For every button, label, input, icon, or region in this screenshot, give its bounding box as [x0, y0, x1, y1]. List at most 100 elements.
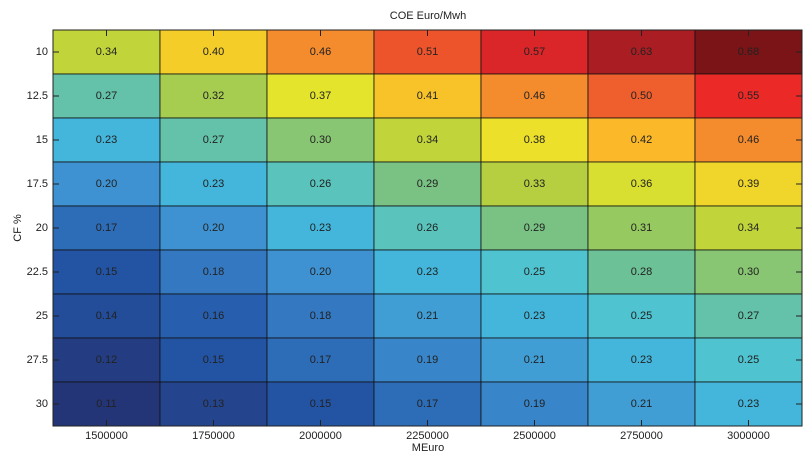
heatmap-cell: [159, 117, 268, 163]
cell-label: 0.18: [310, 310, 331, 322]
x-tick-label: 2750000: [620, 430, 663, 442]
cell-label: 0.57: [524, 46, 545, 58]
cell-label: 0.46: [310, 46, 331, 58]
heatmap-cell: [373, 29, 482, 75]
cell-label: 0.25: [631, 310, 652, 322]
heatmap-cell: [587, 337, 696, 383]
heatmap-cell: [480, 249, 589, 295]
heatmap-cell: [52, 29, 161, 75]
cell-label: 0.30: [738, 266, 759, 278]
cell-label: 0.20: [96, 178, 117, 190]
heatmap-cell: [587, 117, 696, 163]
heatmap-cell: [373, 337, 482, 383]
cell-label: 0.23: [203, 178, 224, 190]
cell-label: 0.30: [310, 134, 331, 146]
cell-label: 0.17: [417, 398, 438, 410]
heatmap-cell: [587, 293, 696, 339]
cell-label: 0.38: [524, 134, 545, 146]
cell-label: 0.23: [417, 266, 438, 278]
cell-label: 0.55: [738, 90, 759, 102]
heatmap-cell: [373, 161, 482, 207]
heatmap-cell: [694, 117, 803, 163]
cell-label: 0.34: [96, 46, 117, 58]
cell-label: 0.46: [738, 134, 759, 146]
cell-label: 0.26: [310, 178, 331, 190]
cell-label: 0.19: [524, 398, 545, 410]
cell-label: 0.39: [738, 178, 759, 190]
heatmap-cell: [694, 161, 803, 207]
heatmap-cell: [52, 161, 161, 207]
cell-label: 0.23: [631, 354, 652, 366]
cell-label: 0.25: [738, 354, 759, 366]
heatmap-cell: [587, 161, 696, 207]
cell-label: 0.23: [310, 222, 331, 234]
cell-label: 0.14: [96, 310, 117, 322]
cell-label: 0.20: [310, 266, 331, 278]
y-tick-label: 20: [36, 222, 48, 234]
heatmap-cell: [694, 73, 803, 119]
cell-label: 0.13: [203, 398, 224, 410]
cell-label: 0.29: [417, 178, 438, 190]
y-tick-label: 15: [36, 134, 48, 146]
cell-label: 0.40: [203, 46, 224, 58]
cell-label: 0.34: [417, 134, 438, 146]
x-tick-label: 3000000: [727, 430, 770, 442]
cell-label: 0.17: [96, 222, 117, 234]
cell-label: 0.27: [203, 134, 224, 146]
heatmap-cell: [266, 205, 375, 251]
heatmap-cell: [694, 293, 803, 339]
y-tick-label: 12.5: [27, 90, 48, 102]
y-tick-label: 25: [36, 310, 48, 322]
cell-label: 0.68: [738, 46, 759, 58]
heatmap-cell: [694, 205, 803, 251]
cell-label: 0.50: [631, 90, 652, 102]
cell-label: 0.23: [96, 134, 117, 146]
x-tick-label: 1500000: [85, 430, 128, 442]
heatmap-cell: [373, 117, 482, 163]
cell-label: 0.26: [417, 222, 438, 234]
cell-label: 0.15: [310, 398, 331, 410]
cell-label: 0.15: [203, 354, 224, 366]
cell-label: 0.36: [631, 178, 652, 190]
cell-label: 0.46: [524, 90, 545, 102]
heatmap-cell: [480, 337, 589, 383]
y-tick-label: 22.5: [27, 266, 48, 278]
cell-label: 0.34: [738, 222, 759, 234]
cell-label: 0.27: [738, 310, 759, 322]
cell-label: 0.32: [203, 90, 224, 102]
cell-label: 0.25: [524, 266, 545, 278]
cell-label: 0.29: [524, 222, 545, 234]
y-tick-label: 17.5: [27, 178, 48, 190]
cell-label: 0.20: [203, 222, 224, 234]
heatmap-cell: [480, 381, 589, 427]
cell-label: 0.18: [203, 266, 224, 278]
heatmap-cell: [694, 337, 803, 383]
cell-label: 0.11: [96, 398, 117, 410]
x-tick-label: 2000000: [299, 430, 342, 442]
heatmap-cell: [694, 249, 803, 295]
x-axis-label: MEuro: [412, 442, 444, 454]
x-tick-label: 1750000: [192, 430, 235, 442]
heatmap-cell: [52, 337, 161, 383]
cell-label: 0.23: [738, 398, 759, 410]
cell-label: 0.19: [417, 354, 438, 366]
heatmap-cell: [159, 161, 268, 207]
heatmap-cell: [480, 73, 589, 119]
heatmap-cell: [480, 29, 589, 75]
cell-label: 0.17: [310, 354, 331, 366]
cell-label: 0.27: [96, 90, 117, 102]
cell-label: 0.21: [417, 310, 438, 322]
heatmap-cell: [587, 73, 696, 119]
plot-frame: [52, 29, 803, 427]
y-tick-label: 27.5: [27, 354, 48, 366]
y-axis-label: CF %: [12, 214, 24, 242]
heatmap-cell: [373, 293, 482, 339]
heatmap-cell: [480, 293, 589, 339]
heatmap-cell: [159, 249, 268, 295]
cell-label: 0.31: [631, 222, 652, 234]
heatmap-cell: [159, 29, 268, 75]
cell-label: 0.12: [96, 354, 117, 366]
y-tick-label: 30: [36, 398, 48, 410]
cell-label: 0.15: [96, 266, 117, 278]
